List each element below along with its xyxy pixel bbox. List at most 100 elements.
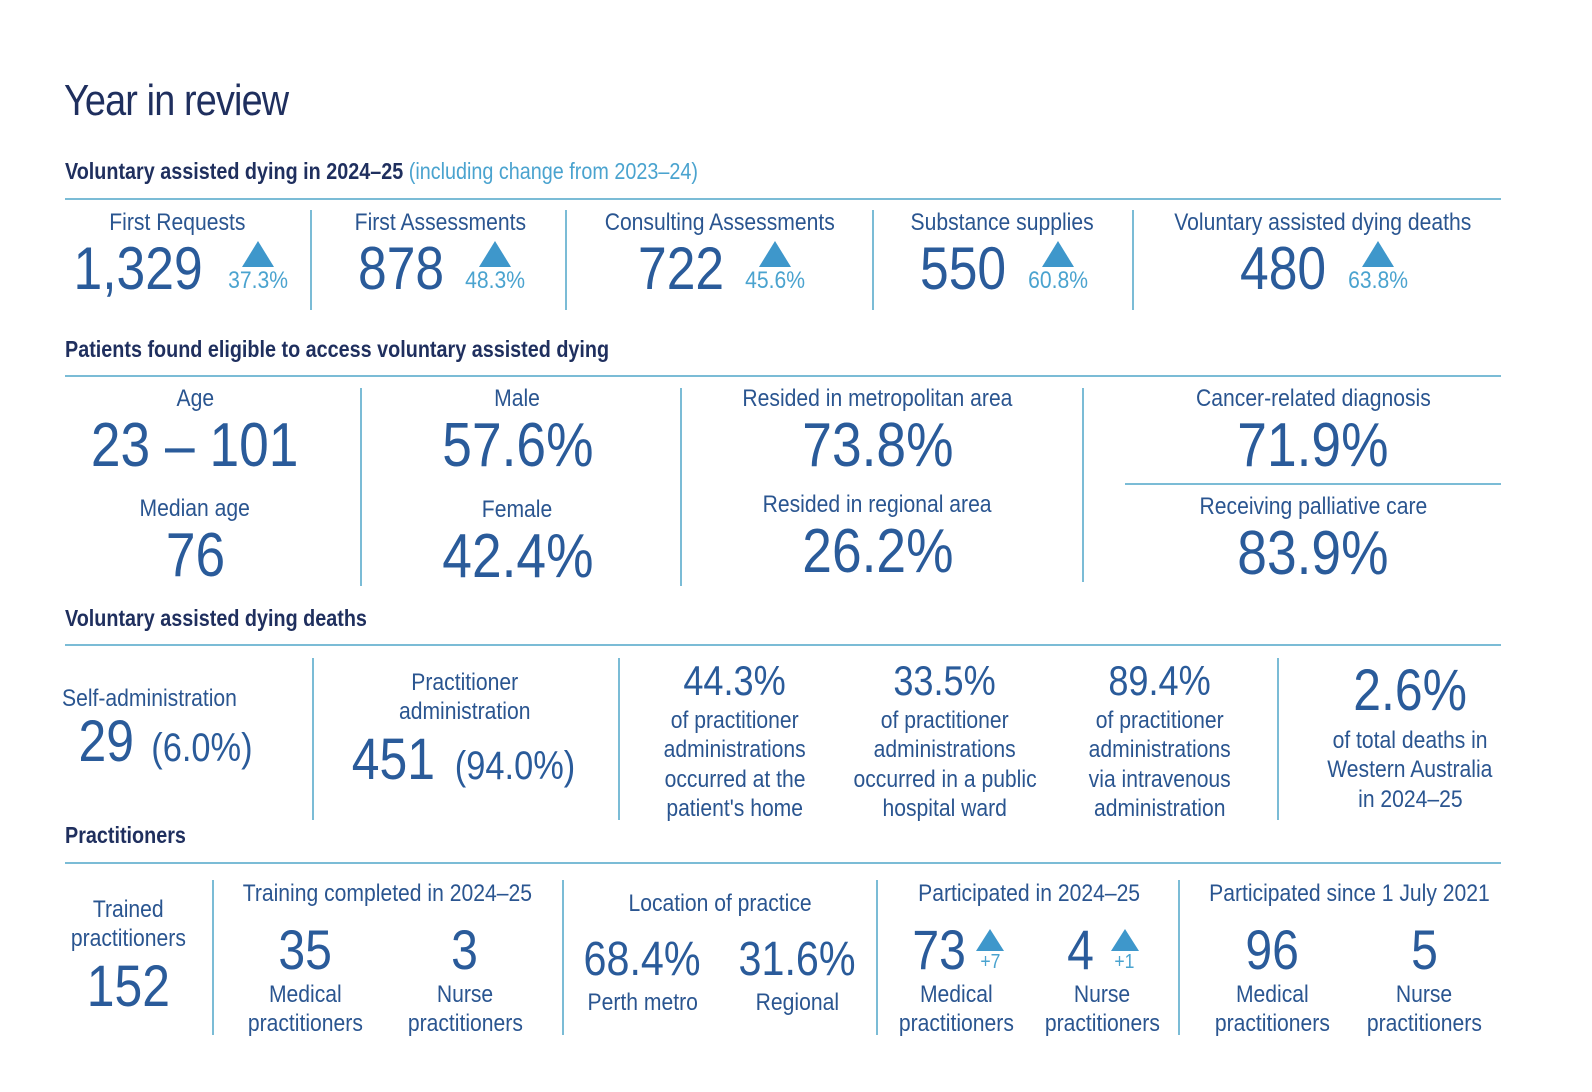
section-subheading: (including change from 2023–24) xyxy=(408,158,698,184)
stat-label: Median age xyxy=(139,495,251,522)
stat-desc-line: of practitioner xyxy=(671,707,799,734)
section-divider xyxy=(65,862,1501,864)
section-heading-vad-2024-25: Voluntary assisted dying in 2024–25 (inc… xyxy=(65,158,698,185)
stat-label: Receiving palliative care xyxy=(1199,493,1427,520)
stat-change: +7 xyxy=(980,951,1001,973)
column-divider xyxy=(360,388,362,586)
stat-label: Participated since 1 July 2021 xyxy=(1208,880,1490,907)
column-divider xyxy=(618,658,620,820)
stat-label: practitioners xyxy=(407,1010,523,1038)
stat-value: 26.2% xyxy=(801,517,954,587)
stat-value: 83.9% xyxy=(1237,519,1389,589)
stat-desc-line: hospital ward xyxy=(882,794,1008,822)
page-title: Year in review xyxy=(64,76,289,125)
stat-palliative: Receiving palliative care 83.9% xyxy=(1125,492,1501,585)
stat-value: 76 xyxy=(165,521,225,591)
stat-label: practitioners xyxy=(1044,1010,1160,1038)
stat-value: 89.4% xyxy=(1108,657,1212,704)
stat-label: Cancer-related diagnosis xyxy=(1195,385,1431,412)
stat-training-completed: Training completed in 2024–25 xyxy=(220,879,555,908)
stat-desc-line: administrations xyxy=(873,736,1017,764)
stat-value: 5 xyxy=(1411,918,1438,981)
section-divider xyxy=(65,644,1501,646)
stat-total-deaths: 2.6% of total deaths in Western Australi… xyxy=(1300,662,1520,814)
stat-desc-line: via intravenous xyxy=(1088,765,1232,793)
stat-label: Nurse xyxy=(1073,981,1131,1008)
metric-value: 722 xyxy=(637,235,725,303)
column-divider xyxy=(872,210,874,310)
metric-change: 48.3% xyxy=(465,267,525,295)
stat-age: Age 23 – 101 xyxy=(70,384,320,477)
stat-value: 96 xyxy=(1245,918,1300,981)
stat-value: 73.8% xyxy=(801,411,954,481)
stat-change: +1 xyxy=(1114,951,1135,973)
stat-since-medical: 96 Medical practitioners xyxy=(1200,922,1345,1039)
stat-value: 44.3% xyxy=(683,657,787,704)
metric-label: First Assessments xyxy=(354,209,526,236)
column-divider xyxy=(1178,880,1180,1035)
column-divider xyxy=(312,658,314,820)
metric-label: Voluntary assisted dying deaths xyxy=(1173,209,1472,236)
up-arrow-icon xyxy=(479,241,512,268)
column-divider xyxy=(1132,210,1134,310)
stat-label: Medical xyxy=(268,981,342,1008)
metric-substance-supplies: Substance supplies 550 60.8% xyxy=(885,208,1120,299)
stat-value: 68.4% xyxy=(583,933,702,986)
metric-label: Consulting Assessments xyxy=(604,209,836,236)
stat-desc-line: administrations xyxy=(1088,736,1232,764)
stat-label: Medical xyxy=(919,981,993,1008)
stat-self-administration: Self-administration 29 (6.0%) xyxy=(62,684,277,771)
stat-participated-since-2021: Participated since 1 July 2021 xyxy=(1188,879,1510,908)
column-divider xyxy=(680,388,682,586)
section-heading-text: Voluntary assisted dying in 2024–25 xyxy=(65,158,404,184)
stat-value: 23 – 101 xyxy=(91,411,299,481)
column-divider xyxy=(565,210,567,310)
section-heading-practitioners: Practitioners xyxy=(65,822,186,848)
stat-location-metro: 68.4% Perth metro xyxy=(570,936,715,1017)
stat-label: Location of practice xyxy=(628,890,812,917)
stat-value: 42.4% xyxy=(441,522,594,592)
stat-desc-line: occurred at the xyxy=(664,765,806,793)
stat-desc-line: administration xyxy=(1094,794,1226,822)
column-divider xyxy=(1277,658,1279,820)
column-divider xyxy=(562,880,564,1035)
metric-consulting-assessments: Consulting Assessments 722 45.6% xyxy=(580,208,860,299)
stat-label: Participated in 2024–25 xyxy=(918,880,1140,907)
section-heading-vad-deaths: Voluntary assisted dying deaths xyxy=(65,605,367,631)
stat-female: Female 42.4% xyxy=(390,495,645,588)
stat-label: Self-administration xyxy=(62,685,237,712)
metric-value: 1,329 xyxy=(73,235,204,303)
stat-participated-nurse: 4 +1 Nurse practitioners xyxy=(1032,922,1172,1039)
stat-label: Female xyxy=(482,496,553,523)
metric-value: 550 xyxy=(920,235,1007,303)
stat-value: 71.9% xyxy=(1237,411,1389,481)
stat-label: practitioners xyxy=(898,1010,1014,1038)
stat-percent: (6.0%) xyxy=(150,726,253,771)
up-arrow-icon xyxy=(1110,929,1139,951)
stat-location-of-practice: Location of practice xyxy=(570,889,870,918)
stat-participated-medical: 73 +7 Medical practitioners xyxy=(886,922,1026,1039)
column-divider xyxy=(1082,388,1084,582)
stat-label: Resided in regional area xyxy=(763,491,992,518)
section-divider xyxy=(65,198,1501,200)
column-divider xyxy=(876,880,878,1035)
stat-value: 3 xyxy=(451,918,479,981)
column-divider xyxy=(310,210,312,310)
metric-label: First Requests xyxy=(109,209,246,236)
stat-value: 4 xyxy=(1067,918,1095,981)
metric-change: 37.3% xyxy=(227,267,288,295)
metric-value: 878 xyxy=(357,235,445,303)
stat-male: Male 57.6% xyxy=(390,384,645,477)
stat-intravenous: 89.4% of practitioner administrations vi… xyxy=(1065,660,1255,823)
stat-practitioner-administration: Practitioner administration 451 (94.0%) xyxy=(330,668,600,789)
stat-cancer: Cancer-related diagnosis 71.9% xyxy=(1125,384,1501,477)
stat-median-age: Median age 76 xyxy=(70,494,320,587)
stat-value: 73 xyxy=(912,918,966,981)
stat-desc-line: patient's home xyxy=(666,794,804,822)
up-arrow-icon xyxy=(1361,241,1394,268)
stat-since-nurse: 5 Nurse practitioners xyxy=(1352,922,1497,1039)
stat-trained-practitioners: Trained practitioners 152 xyxy=(58,895,198,1016)
stat-value: 31.6% xyxy=(738,933,857,986)
stat-label: Nurse xyxy=(436,981,494,1008)
stat-value: 2.6% xyxy=(1353,658,1467,723)
